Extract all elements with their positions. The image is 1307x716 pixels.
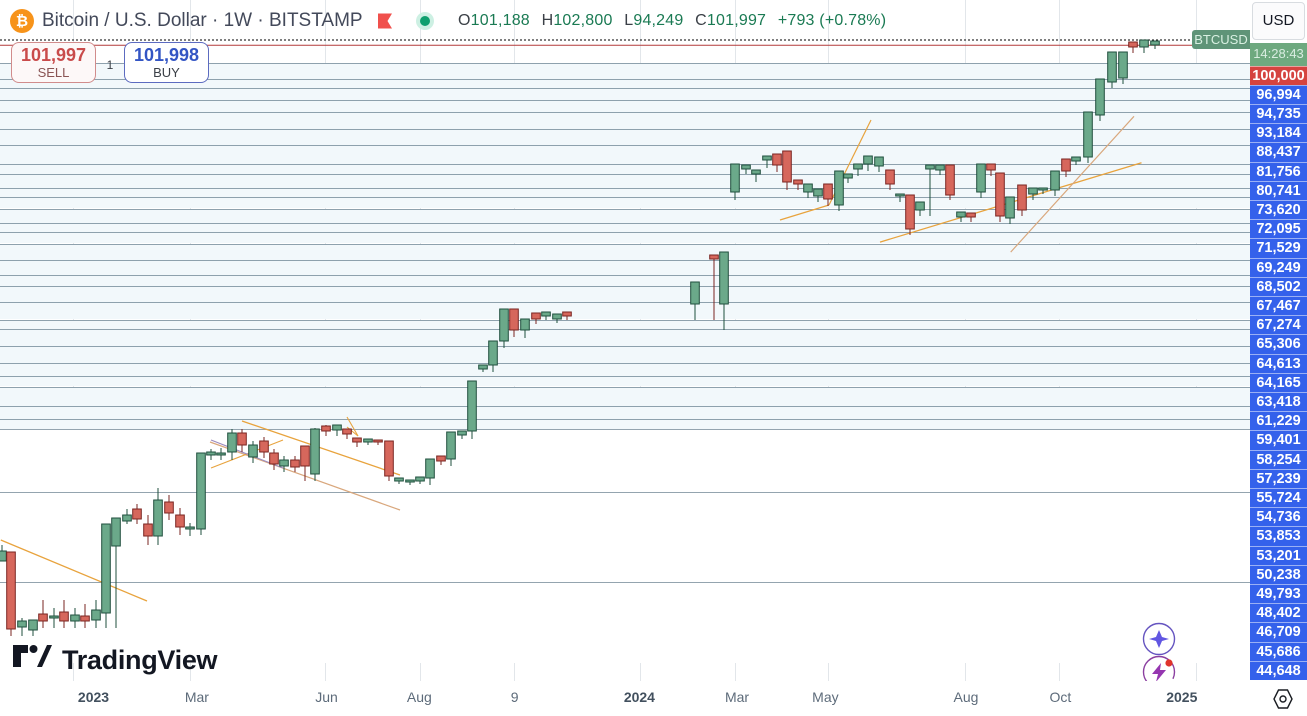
- svg-text:₿: ₿: [16, 13, 28, 30]
